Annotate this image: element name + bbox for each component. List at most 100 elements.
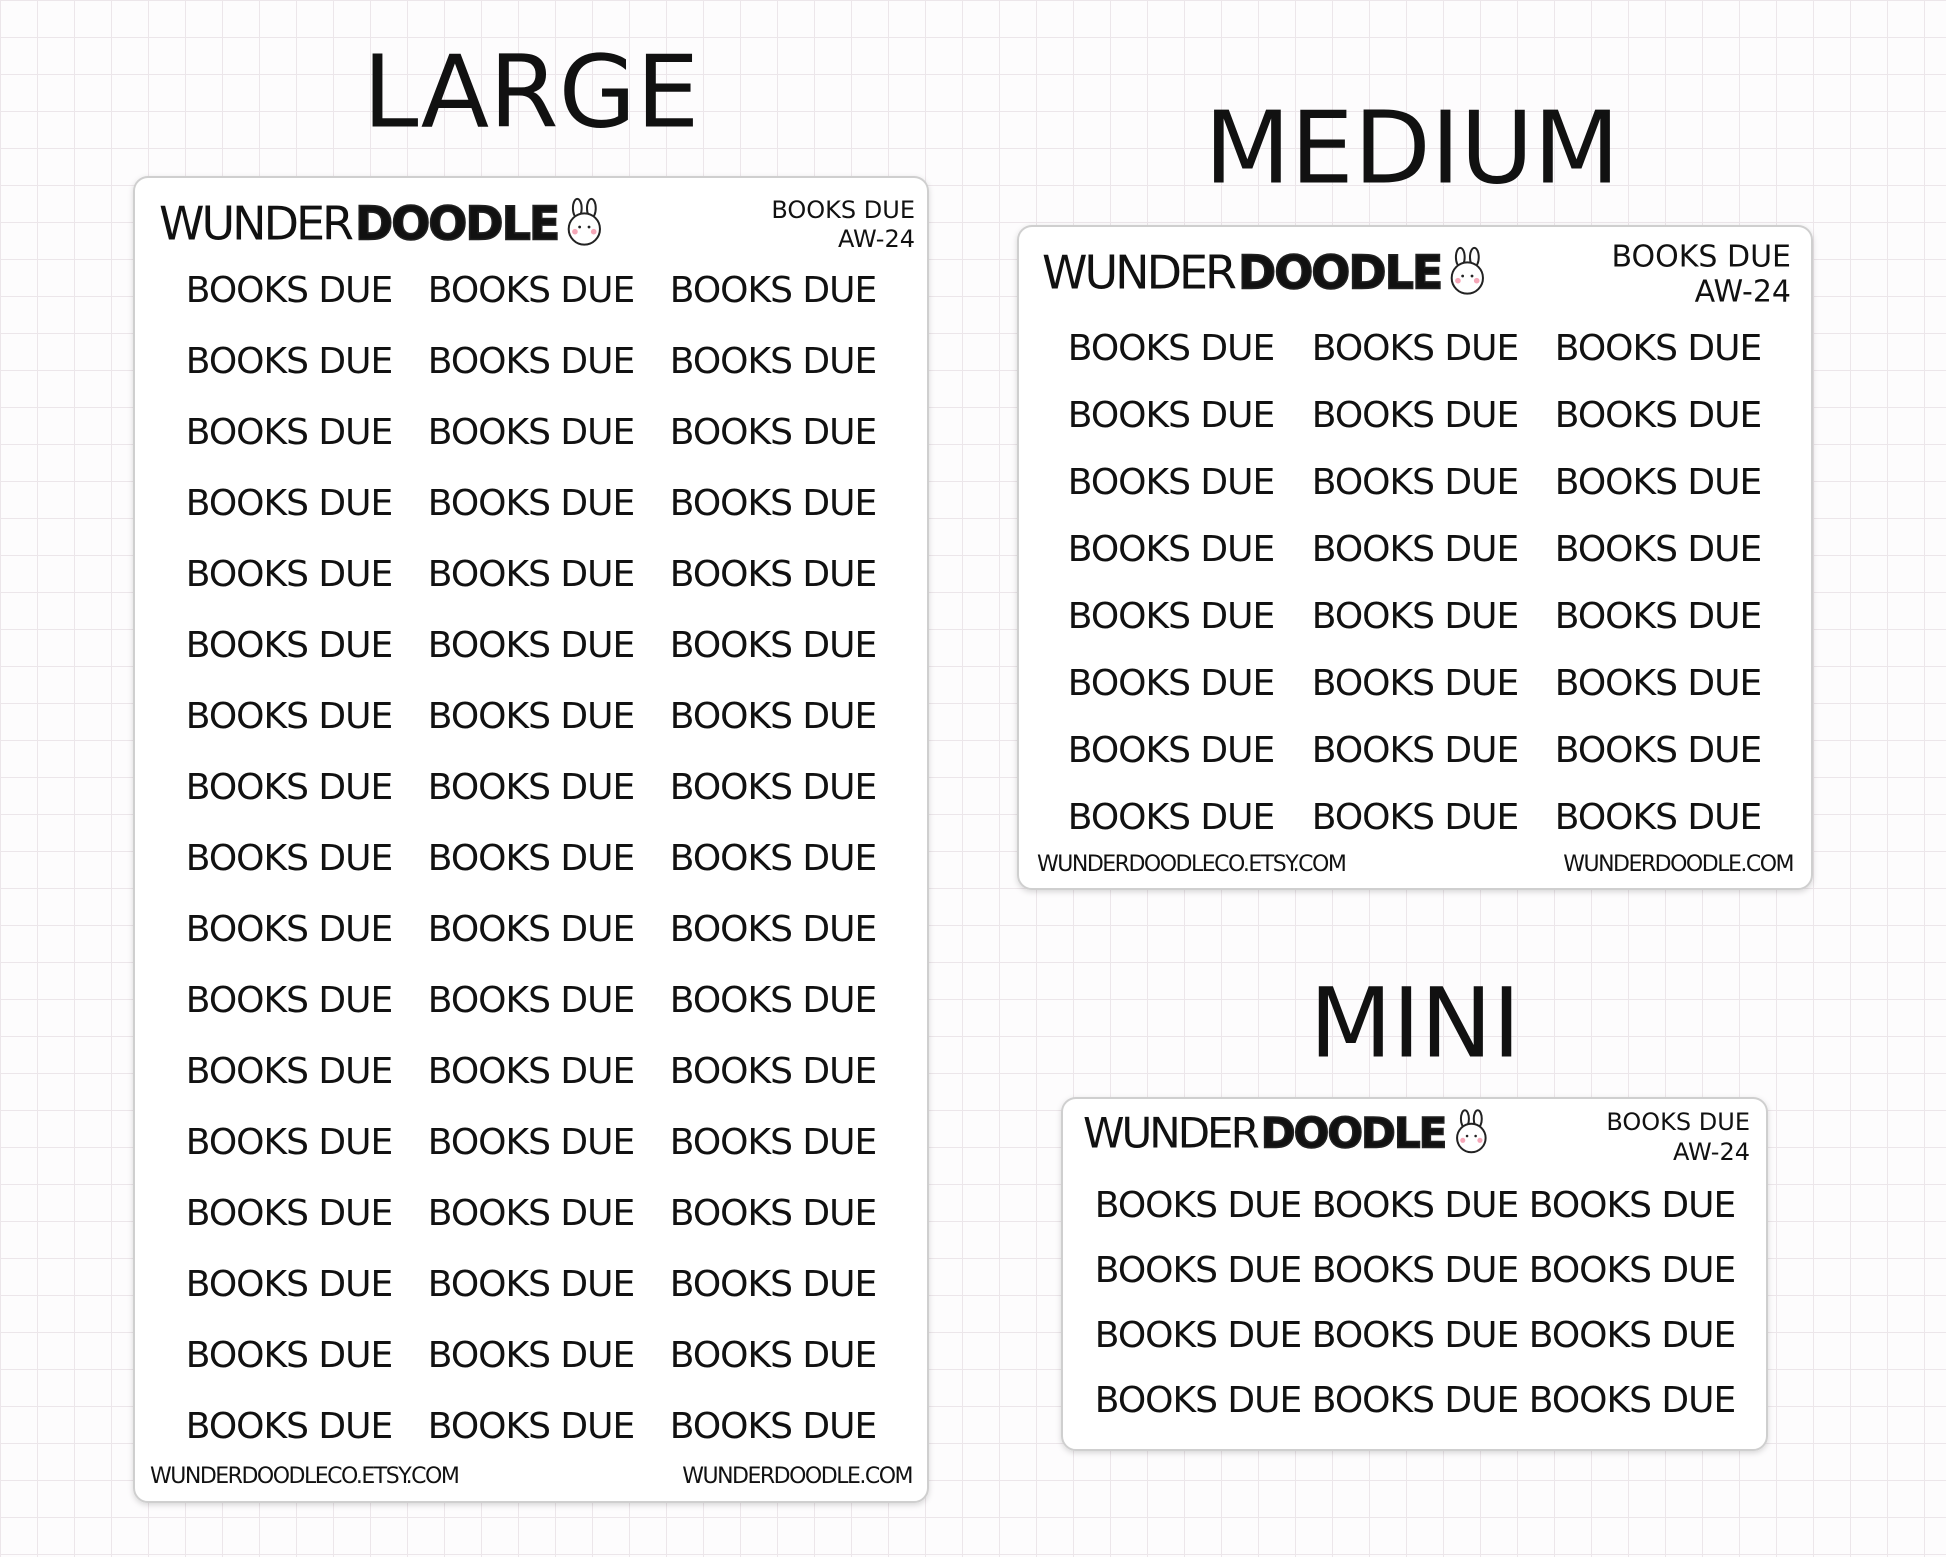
sticker: BOOKS DUE <box>428 270 634 311</box>
sticker: BOOKS DUE <box>428 341 634 382</box>
sticker: BOOKS DUE <box>186 1051 392 1092</box>
sticker: BOOKS DUE <box>1095 1380 1301 1421</box>
sticker: BOOKS DUE <box>1312 730 1518 771</box>
bunny-cheek <box>572 228 578 235</box>
sticker: BOOKS DUE <box>186 838 392 879</box>
sticker: BOOKS DUE <box>428 909 634 950</box>
sticker: BOOKS DUE <box>186 270 392 311</box>
brand-name: WUNDER <box>159 197 353 251</box>
sticker: BOOKS DUE <box>186 625 392 666</box>
sticker: BOOKS DUE <box>670 1122 876 1163</box>
sticker: BOOKS DUE <box>1095 1185 1301 1226</box>
sticker: BOOKS DUE <box>1068 395 1274 436</box>
bunny-cheek <box>1473 277 1480 284</box>
bunny-head <box>1450 261 1484 295</box>
sticker: BOOKS DUE <box>186 767 392 808</box>
sticker: BOOKS DUE <box>670 1335 876 1376</box>
sheet-code: AW-24 <box>838 225 915 253</box>
bunny-eye <box>587 225 591 229</box>
bunny-head <box>567 212 601 246</box>
sticker: BOOKS DUE <box>670 412 876 453</box>
footer-link: WUNDERDOODLE.COM <box>1563 852 1793 877</box>
sticker: BOOKS DUE <box>670 1264 876 1305</box>
sticker: BOOKS DUE <box>1555 529 1761 570</box>
sticker: BOOKS DUE <box>1068 797 1274 838</box>
sticker: BOOKS DUE <box>670 483 876 524</box>
sticker: BOOKS DUE <box>1312 1315 1518 1356</box>
size-heading: MEDIUM <box>1204 89 1619 206</box>
sticker: BOOKS DUE <box>186 696 392 737</box>
sticker: BOOKS DUE <box>428 1406 634 1447</box>
sticker: BOOKS DUE <box>428 696 634 737</box>
sticker: BOOKS DUE <box>1312 328 1518 369</box>
sticker: BOOKS DUE <box>1095 1250 1301 1291</box>
sticker: BOOKS DUE <box>1312 462 1518 503</box>
sticker: BOOKS DUE <box>186 909 392 950</box>
sticker: BOOKS DUE <box>670 1051 876 1092</box>
sticker: BOOKS DUE <box>670 341 876 382</box>
sticker: BOOKS DUE <box>428 483 634 524</box>
sticker: BOOKS DUE <box>186 1264 392 1305</box>
sticker: BOOKS DUE <box>428 412 634 453</box>
sticker: BOOKS DUE <box>186 1122 392 1163</box>
sticker: BOOKS DUE <box>186 980 392 1021</box>
sticker: BOOKS DUE <box>670 767 876 808</box>
bunny-eye <box>578 225 582 229</box>
sticker: BOOKS DUE <box>670 1193 876 1234</box>
footer-link: WUNDERDOODLECO.ETSY.COM <box>1037 852 1345 877</box>
sticker: BOOKS DUE <box>186 341 392 382</box>
sticker: BOOKS DUE <box>186 1406 392 1447</box>
bunny-eye <box>1474 1134 1477 1138</box>
sticker: BOOKS DUE <box>1555 797 1761 838</box>
brand-name: WUNDER <box>1042 246 1236 300</box>
sheet-code: AW-24 <box>1695 275 1791 310</box>
sticker: BOOKS DUE <box>1529 1315 1735 1356</box>
sticker: BOOKS DUE <box>1529 1250 1735 1291</box>
brand-highlight: DOODLE <box>1238 246 1441 300</box>
bunny-cheek <box>1477 1137 1483 1143</box>
sticker: BOOKS DUE <box>1312 529 1518 570</box>
sticker: BOOKS DUE <box>1555 663 1761 704</box>
bunny-cheek <box>1455 277 1461 284</box>
brand-logo: WUNDER DOODLE <box>1083 1108 1487 1158</box>
sheet-label: BOOKS DUE <box>1606 1108 1750 1136</box>
sticker: BOOKS DUE <box>1555 596 1761 637</box>
bunny-cheek <box>590 228 597 235</box>
sticker-sheet <box>133 176 929 1503</box>
sticker: BOOKS DUE <box>1555 328 1761 369</box>
sticker: BOOKS DUE <box>428 554 634 595</box>
sticker: BOOKS DUE <box>670 270 876 311</box>
sticker: BOOKS DUE <box>186 412 392 453</box>
sticker: BOOKS DUE <box>1068 730 1274 771</box>
footer-link: WUNDERDOODLECO.ETSY.COM <box>150 1464 458 1489</box>
brand-name: WUNDER <box>1083 1109 1259 1158</box>
sticker: BOOKS DUE <box>1068 328 1274 369</box>
sticker: BOOKS DUE <box>428 625 634 666</box>
sticker: BOOKS DUE <box>186 1335 392 1376</box>
size-heading: LARGE <box>363 33 700 150</box>
sticker: BOOKS DUE <box>428 1051 634 1092</box>
sticker: BOOKS DUE <box>1529 1185 1735 1226</box>
sticker: BOOKS DUE <box>428 1264 634 1305</box>
sheet-label: BOOKS DUE <box>771 196 915 224</box>
sticker: BOOKS DUE <box>1555 462 1761 503</box>
sheet-code: AW-24 <box>1673 1138 1750 1166</box>
sticker: BOOKS DUE <box>1068 663 1274 704</box>
sticker: BOOKS DUE <box>428 1193 634 1234</box>
sticker: BOOKS DUE <box>428 980 634 1021</box>
sticker: BOOKS DUE <box>428 767 634 808</box>
sticker: BOOKS DUE <box>670 554 876 595</box>
sticker: BOOKS DUE <box>1312 663 1518 704</box>
sticker: BOOKS DUE <box>1095 1315 1301 1356</box>
sticker: BOOKS DUE <box>1312 1185 1518 1226</box>
brand-logo: WUNDER DOODLE <box>159 196 601 251</box>
sticker: BOOKS DUE <box>186 554 392 595</box>
sticker: BOOKS DUE <box>670 625 876 666</box>
sticker: BOOKS DUE <box>428 1335 634 1376</box>
sticker-sheet <box>1017 225 1813 890</box>
sticker: BOOKS DUE <box>1555 730 1761 771</box>
bunny-eye <box>1465 1134 1469 1138</box>
sticker: BOOKS DUE <box>670 909 876 950</box>
size-heading: MINI <box>1309 967 1520 1079</box>
